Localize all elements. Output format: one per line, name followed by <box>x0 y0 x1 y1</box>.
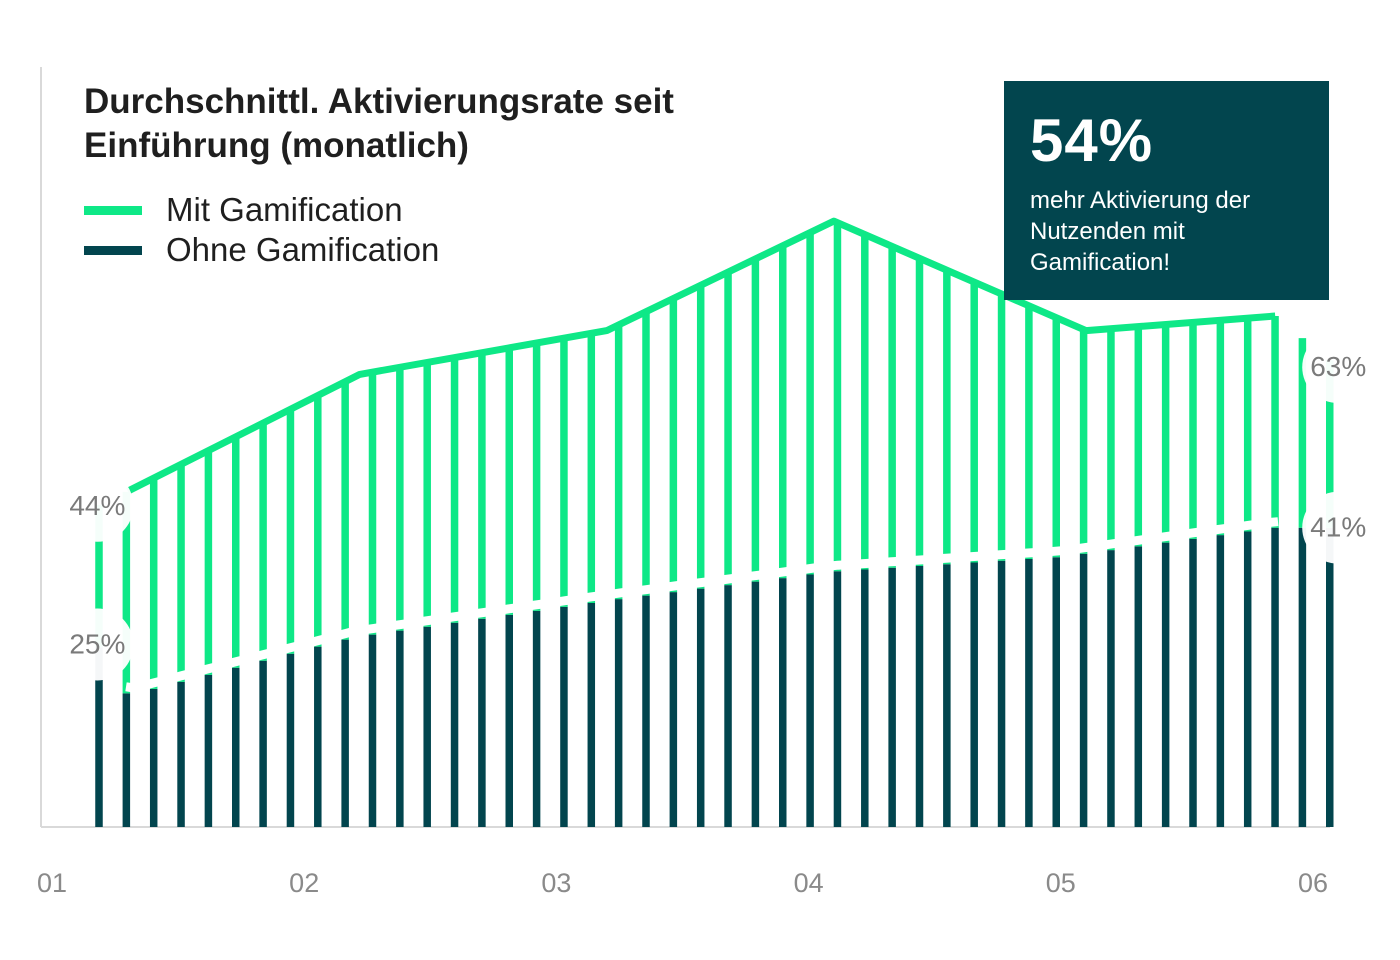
series-separator-line <box>125 517 1279 693</box>
chart-title: Durchschnittl. Aktivierungsrate seit Ein… <box>84 82 674 165</box>
x-tick-label: 01 <box>37 868 67 898</box>
legend-item-mit: Mit Gamification <box>84 190 439 230</box>
data-label-group: 44% <box>61 469 134 542</box>
x-tick-label: 02 <box>289 868 319 898</box>
data-label: 63% <box>1310 351 1366 382</box>
series-line-mit-gamification <box>126 217 1276 495</box>
data-label: 25% <box>69 629 125 660</box>
x-tick-label: 03 <box>541 868 571 898</box>
bars-group <box>95 222 1334 827</box>
legend-label-mit: Mit Gamification <box>166 191 403 228</box>
data-label: 41% <box>1310 512 1366 543</box>
data-label-halo <box>61 469 134 542</box>
data-label-halo <box>1302 491 1375 564</box>
legend-swatch-mit <box>84 205 142 215</box>
callout-value: 54% <box>1030 107 1154 174</box>
legend-swatch-ohne <box>84 245 142 255</box>
x-tick-label: 05 <box>1046 868 1076 898</box>
data-label-halo <box>61 608 134 681</box>
callout-text: mehr Aktivierung der Nutzenden mit Gamif… <box>1030 187 1251 276</box>
legend-label-ohne: Ohne Gamification <box>166 231 440 268</box>
highlight-callout: 54% mehr Aktivierung der Nutzenden mit G… <box>1004 81 1329 300</box>
data-label-group: 63% <box>1302 331 1375 404</box>
data-label-halo <box>1302 331 1375 404</box>
data-label-group: 41% <box>1302 491 1375 564</box>
data-label: 44% <box>69 490 125 521</box>
x-tick-label: 06 <box>1298 868 1328 898</box>
legend: Mit Gamification Ohne Gamification <box>84 190 439 270</box>
legend-item-ohne: Ohne Gamification <box>84 230 439 270</box>
x-tick-label: 04 <box>794 868 824 898</box>
data-label-group: 25% <box>61 608 134 681</box>
